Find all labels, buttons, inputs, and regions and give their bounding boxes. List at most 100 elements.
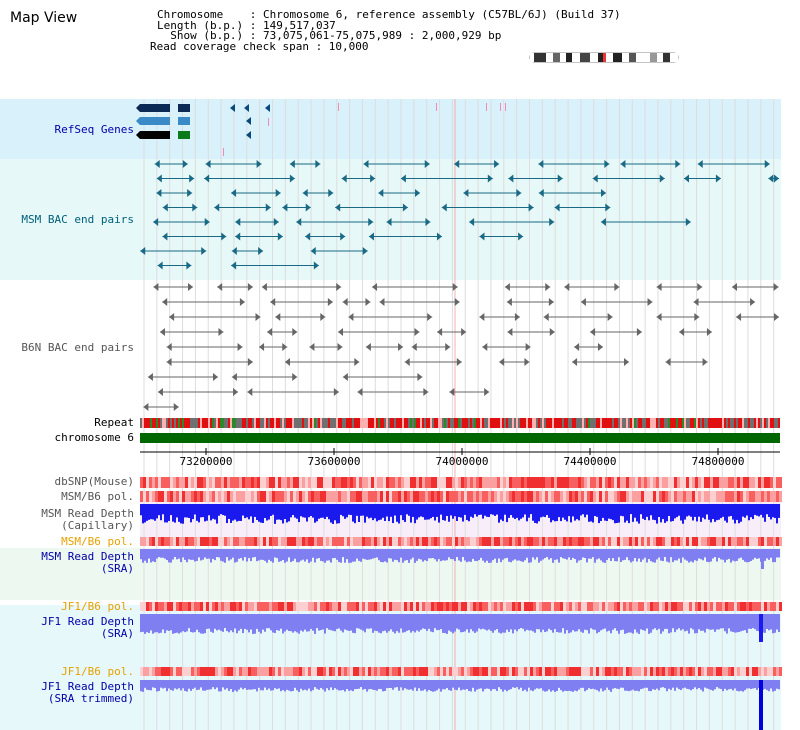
jf1-pol2-cell — [197, 667, 200, 676]
repeat-segment — [392, 418, 394, 428]
jf1-pol-cell — [494, 602, 497, 611]
jf1-pol-cell — [308, 602, 311, 611]
msm-pol-cell — [665, 491, 668, 502]
dbsnp-cell — [380, 477, 383, 488]
jf1-trim-depth-bar — [222, 680, 224, 688]
msm-pol-cell — [746, 491, 749, 502]
jf1-pol2-cell — [755, 667, 758, 676]
dbsnp-cell — [500, 477, 503, 488]
jf1-sra-depth-bar — [364, 614, 366, 633]
msm-pol-cell — [197, 491, 200, 502]
msm-pol-cell — [173, 491, 176, 502]
repeat-segment — [610, 418, 612, 428]
jf1-trim-depth-bar — [150, 680, 152, 691]
msm-pol-cell — [152, 491, 155, 502]
jf1-sra-depth-bar — [492, 614, 494, 633]
repeat-segment — [250, 418, 252, 428]
jf1-pol2-cell — [536, 667, 539, 676]
jf1-sra-depth-bar — [630, 614, 632, 633]
msm-pol2-cell — [563, 537, 566, 546]
msm-bac-end — [192, 203, 198, 212]
msm-sra-depth-bar — [416, 549, 418, 561]
msm-sra-depth-bar — [360, 549, 362, 562]
repeat-segment — [470, 418, 472, 428]
jf1-pol-cell — [155, 602, 158, 611]
repeat-segment — [690, 418, 692, 428]
jf1-sra-depth-bar — [634, 614, 636, 630]
msm-sra-depth-bar — [204, 549, 206, 558]
b6n-bac-end — [187, 283, 193, 291]
msm-cap-depth-bar — [594, 504, 596, 517]
ideogram-band — [534, 53, 546, 62]
msm-bac-end — [315, 160, 321, 168]
jf1-pol2-cell — [194, 667, 197, 676]
jf1-trim-depth-bar — [416, 680, 418, 692]
msm-bac-label[interactable]: MSM BAC end pairs — [21, 213, 134, 226]
jf1-sra-depth-bar — [514, 614, 516, 630]
msm-cap-depth-bar — [714, 504, 716, 522]
jf1-trim-depth-bar — [720, 680, 722, 689]
msm-sra-depth-bar — [586, 549, 588, 563]
jf1-pol-cell — [626, 602, 629, 611]
jf1-sra-depth-bar — [520, 614, 522, 629]
jf1-sra-depth-bar — [516, 614, 518, 632]
refseq-gene-block — [178, 117, 190, 125]
msm-sra-depth-bar — [624, 549, 626, 560]
msm-sra-depth-bar — [746, 549, 748, 563]
msm-pol2-cell — [482, 537, 485, 546]
msm-sra-depth-bar — [712, 549, 714, 559]
jf1-sra-depth-bar — [692, 614, 694, 630]
jf1-pol2-cell — [662, 667, 665, 676]
msm-sra-depth-bar — [550, 549, 552, 559]
msm-sra-depth-bar — [464, 549, 466, 561]
dbsnp-cell — [587, 477, 590, 488]
msm-pol2-cell — [575, 537, 578, 546]
msm-sra-depth-bar — [684, 549, 686, 560]
jf1-sra-depth-bar — [198, 614, 200, 633]
jf1-trim-depth-bar — [156, 680, 158, 692]
jf1-trim-depth-bar — [662, 680, 664, 688]
msm-pol-cell — [572, 491, 575, 502]
repeat-segment — [168, 418, 170, 428]
dbsnp-cell — [557, 477, 560, 488]
msm-sra-depth-bar — [758, 549, 760, 559]
msm-cap-depth-bar — [678, 504, 680, 516]
refseq-genes-label[interactable]: RefSeq Genes — [54, 123, 134, 136]
msm-pol-cell — [626, 491, 629, 502]
msm-cap-depth-bar — [430, 504, 432, 519]
msm-sra-depth-bar — [752, 549, 754, 560]
msm-sra-depth-bar — [662, 549, 664, 562]
b6n-bac-label[interactable]: B6N BAC end pairs — [21, 341, 134, 354]
msm-cap-depth-bar — [344, 504, 346, 519]
jf1-sra-depth-bar — [466, 614, 468, 630]
jf1-sra-depth-bar — [736, 614, 738, 633]
msm-pol-cell — [401, 491, 404, 502]
msm-pol2-cell — [248, 537, 251, 546]
dbsnp-cell — [704, 477, 707, 488]
repeat-segment — [148, 418, 150, 428]
jf1-sra-depth-bar — [182, 614, 184, 632]
msm-sra-depth-bar — [354, 549, 356, 562]
repeat-segment — [458, 418, 460, 428]
msm-pol-cell — [158, 491, 161, 502]
jf1-pol2-cell — [698, 667, 701, 676]
refseq-mark — [500, 103, 501, 111]
repeat-segment — [724, 418, 726, 428]
dbsnp-cell — [389, 477, 392, 488]
repeat-segment — [744, 418, 746, 428]
msm-cap-depth-bar — [538, 504, 540, 522]
repeat-segment — [670, 418, 672, 428]
msm-sra-depth-bar — [446, 549, 448, 561]
jf1-sra-depth-bar — [688, 614, 690, 634]
msm-pol2-cell — [266, 537, 269, 546]
msm-sra-depth-bar — [678, 549, 680, 559]
jf1-pol-cell — [374, 602, 377, 611]
jf1-sra-depth-bar — [588, 614, 590, 634]
jf1-pol-cell — [143, 602, 146, 611]
msm-sra-depth-bar — [672, 549, 674, 563]
jf1-pol2-cell — [611, 667, 614, 676]
jf1-pol2-cell — [335, 667, 338, 676]
msm-cap-depth-bar — [522, 504, 524, 518]
jf1-pol-cell — [320, 602, 323, 611]
